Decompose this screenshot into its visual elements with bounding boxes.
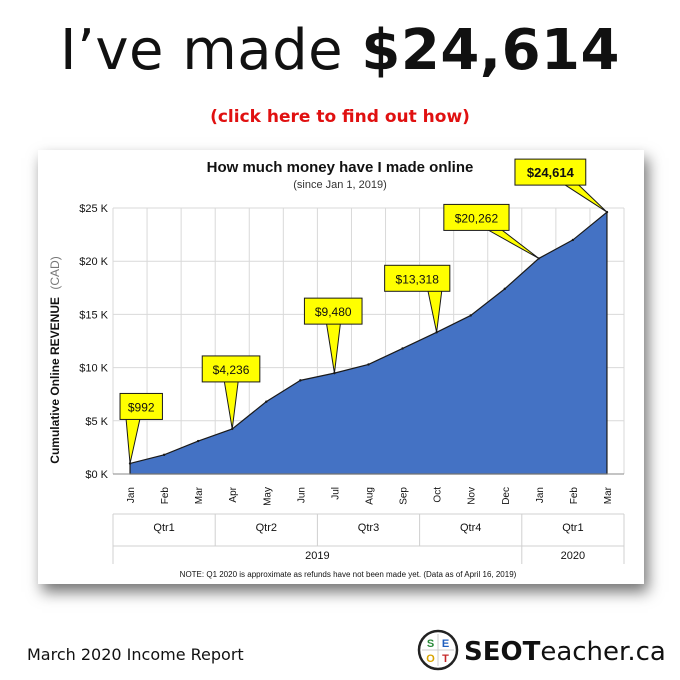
x-tick-label: Feb (160, 487, 171, 505)
seo-teacher-logo-icon: S E O T (417, 629, 459, 671)
report-label: March 2020 Income Report (27, 645, 244, 664)
x-tick-label: Feb (569, 487, 580, 505)
callout-box (303, 297, 363, 325)
data-point (299, 379, 302, 382)
callout-box (514, 158, 587, 186)
brand-name-bold: SEOT (464, 637, 541, 667)
data-point (265, 400, 268, 403)
x-tick-label: Mar (194, 486, 205, 504)
y-tick-label: $10 K (79, 363, 108, 375)
data-point (571, 238, 575, 242)
y-tick-label: $25 K (79, 203, 108, 215)
logo-letter-t: T (442, 653, 449, 665)
chart-note: NOTE: Q1 2020 is approximate as refunds … (180, 570, 517, 579)
callout-label: $20,262 (455, 211, 499, 225)
y-tick-label: $0 K (85, 469, 108, 481)
x-tick-label: Apr (228, 486, 239, 502)
data-point (469, 314, 472, 317)
brand-name-rest: eacher.ca (540, 637, 666, 667)
x-tick-label: Mar (603, 486, 614, 504)
revenue-chart: How much money have I made online (since… (48, 158, 625, 579)
quarter-label: Qtr1 (562, 522, 583, 534)
callout-box (384, 264, 451, 292)
find-out-how-link[interactable]: (click here to find out how) (210, 107, 470, 127)
y-tick-label: $15 K (79, 309, 108, 321)
callout: $24,614 (514, 158, 608, 213)
callout-box (201, 355, 261, 383)
y-axis-label-main: Cumulative Online REVENUE (48, 297, 62, 464)
callout-label: $4,236 (213, 363, 250, 377)
callout-pointer (485, 228, 540, 259)
chart-title: How much money have I made online (207, 159, 474, 176)
x-tick-label: Sep (399, 487, 410, 505)
callout: $992 (119, 392, 163, 464)
x-tick-label: Jan (126, 487, 137, 503)
x-tick-label: May (262, 487, 273, 506)
callout-pointer (427, 289, 443, 333)
data-point (367, 363, 370, 366)
year-label: 2019 (305, 550, 329, 562)
callout-pointer (325, 322, 341, 374)
x-tick-label: Aug (365, 487, 376, 505)
callout: $20,262 (443, 203, 540, 259)
y-axis-label: Cumulative Online REVENUE (CAD) (48, 256, 62, 463)
headline-prefix: I’ve made (60, 18, 344, 83)
callout-pointer (223, 380, 239, 430)
quarter-label: Qtr1 (153, 522, 174, 534)
headline-amount: $24,614 (361, 18, 620, 83)
quarter-label: Qtr2 (256, 522, 277, 534)
callout-pointer (125, 417, 141, 464)
x-tick-label: Jan (535, 487, 546, 503)
quarter-label: Qtr4 (460, 522, 481, 534)
x-tick-label: Jun (296, 487, 307, 503)
data-point (162, 453, 166, 457)
callout: $9,480 (303, 297, 363, 374)
callout-box (119, 392, 163, 420)
data-point (503, 287, 506, 291)
callout-box (443, 203, 510, 231)
x-tick-label: Oct (433, 487, 444, 503)
callout-label: $992 (128, 400, 155, 414)
x-tick-label: Nov (467, 487, 478, 505)
callout-label: $9,480 (315, 305, 352, 319)
headline: I’ve made $24,614 (0, 18, 680, 83)
callout-label: $24,614 (527, 165, 575, 180)
callout: $4,236 (201, 355, 261, 430)
year-label: 2020 (561, 550, 585, 562)
x-tick-label: Dec (501, 487, 512, 505)
y-tick-label: $5 K (85, 416, 108, 428)
revenue-area (129, 210, 608, 475)
data-point (401, 347, 404, 350)
chart-subtitle: (since Jan 1, 2019) (293, 179, 387, 191)
logo-letter-o: O (426, 653, 435, 665)
brand-name[interactable]: SEOTeacher.ca (464, 637, 666, 667)
callout-label: $13,318 (396, 272, 440, 286)
logo-letter-e: E (442, 638, 449, 650)
data-point (196, 439, 200, 443)
y-axis-label-unit: (CAD) (48, 256, 62, 289)
chart-card: How much money have I made online (since… (38, 150, 644, 584)
logo-letter-s: S (427, 638, 434, 650)
callout: $13,318 (384, 264, 451, 333)
quarter-label: Qtr3 (358, 522, 379, 534)
x-tick-label: Jul (330, 487, 341, 500)
y-tick-label: $20 K (79, 256, 108, 268)
